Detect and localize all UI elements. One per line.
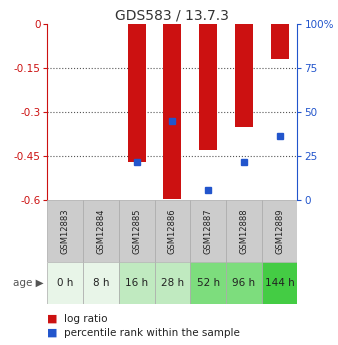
Text: GSM12887: GSM12887 [203,208,213,254]
Bar [154,262,190,304]
Text: 0 h: 0 h [57,278,73,288]
Bar [119,262,154,304]
Text: 16 h: 16 h [125,278,148,288]
Text: 8 h: 8 h [93,278,109,288]
Bar [190,262,226,304]
Bar [190,200,226,262]
Title: GDS583 / 13.7.3: GDS583 / 13.7.3 [116,9,229,23]
Bar [47,200,83,262]
Text: ■: ■ [47,314,58,324]
Text: 96 h: 96 h [232,278,256,288]
Text: percentile rank within the sample: percentile rank within the sample [64,328,240,338]
Bar [226,200,262,262]
Bar [83,200,119,262]
Text: log ratio: log ratio [64,314,108,324]
Bar [235,24,253,127]
Text: GSM12885: GSM12885 [132,208,141,254]
Bar [83,262,119,304]
Bar [119,200,154,262]
Bar [164,24,181,199]
Bar [199,24,217,150]
Text: age ▶: age ▶ [13,278,44,288]
Text: GSM12883: GSM12883 [61,208,70,254]
Bar [271,24,289,59]
Bar [47,262,83,304]
Bar [154,200,190,262]
Bar [262,200,297,262]
Text: 52 h: 52 h [197,278,220,288]
Bar [128,24,146,162]
Text: 144 h: 144 h [265,278,294,288]
Bar [226,262,262,304]
Text: 28 h: 28 h [161,278,184,288]
Text: ■: ■ [47,328,58,338]
Text: GSM12884: GSM12884 [96,208,105,254]
Text: GSM12886: GSM12886 [168,208,177,254]
Bar [262,262,297,304]
Text: GSM12888: GSM12888 [239,208,248,254]
Text: GSM12889: GSM12889 [275,208,284,254]
